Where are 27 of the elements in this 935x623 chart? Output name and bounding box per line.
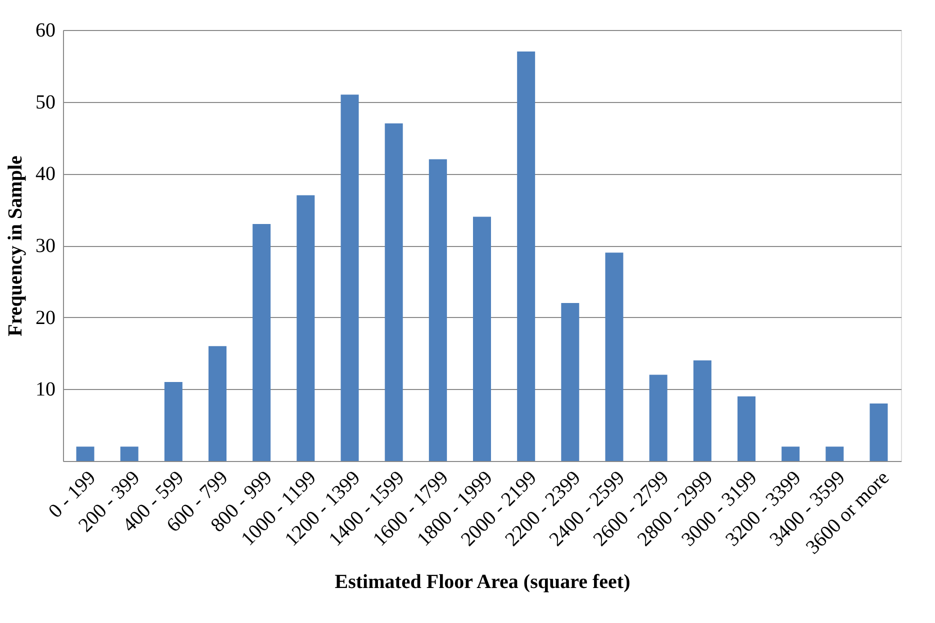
bar <box>296 195 315 461</box>
bar <box>826 446 844 461</box>
bar <box>120 446 138 461</box>
bar <box>517 52 536 461</box>
bar <box>76 446 94 461</box>
y-axis-title: Frequency in Sample <box>4 156 26 336</box>
bar <box>870 404 888 461</box>
y-tick-label: 10 <box>36 378 56 401</box>
y-tick-label: 20 <box>36 306 56 329</box>
bar <box>384 123 403 461</box>
x-axis-title: Estimated Floor Area (square feet) <box>334 570 630 593</box>
bar <box>252 224 271 461</box>
bar <box>340 94 359 461</box>
bar <box>208 346 227 461</box>
y-tick-label: 30 <box>36 235 56 257</box>
bar <box>428 159 447 461</box>
y-tick-label: 50 <box>36 91 56 114</box>
bar <box>649 374 668 461</box>
bar <box>473 216 491 461</box>
bar <box>164 382 182 461</box>
bar <box>782 446 800 461</box>
bar <box>737 396 756 461</box>
y-tick-label: 60 <box>36 20 56 42</box>
y-tick-label: 40 <box>36 163 56 186</box>
bar <box>605 252 624 461</box>
bar <box>561 302 580 461</box>
bar <box>693 360 712 461</box>
